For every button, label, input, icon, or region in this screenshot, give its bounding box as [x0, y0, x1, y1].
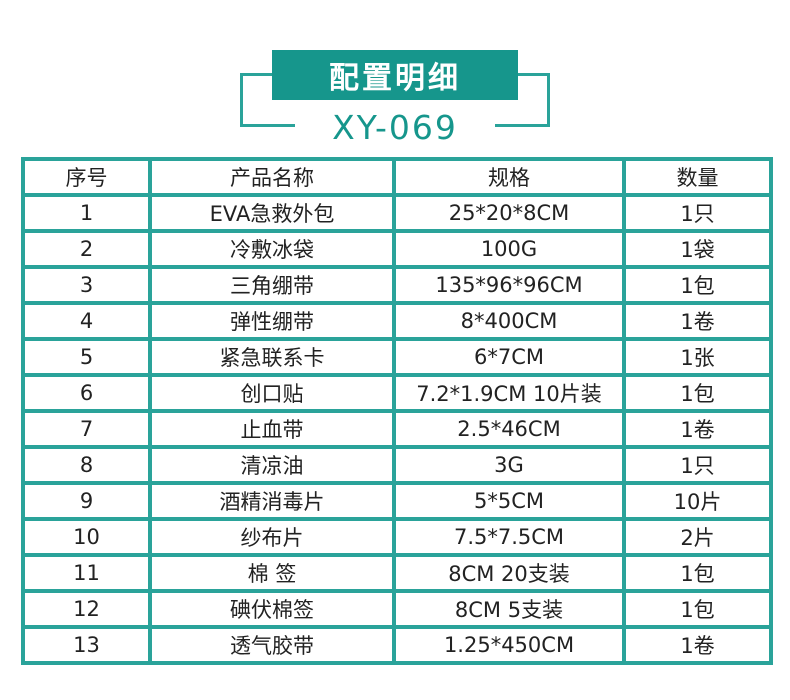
product-name-cell: 棉 签 [148, 553, 396, 593]
table-row: 13 透气胶带 1.25*450CM 1卷 [21, 625, 773, 665]
spec-cell: 1.25*450CM [392, 625, 626, 665]
table-row: 4 弹性绷带 8*400CM 1卷 [21, 301, 773, 341]
quantity-cell: 1包 [622, 373, 773, 413]
table-row: 8 清凉油 3G 1只 [21, 445, 773, 485]
table-row: 6 创口贴 7.2*1.9CM 10片装 1包 [21, 373, 773, 413]
table-row: 5 紧急联系卡 6*7CM 1张 [21, 337, 773, 377]
spec-cell: 5*5CM [392, 481, 626, 521]
row-index-cell: 4 [21, 301, 152, 341]
row-index-cell: 8 [21, 445, 152, 485]
table-row: 12 碘伏棉签 8CM 5支装 1包 [21, 589, 773, 629]
spec-cell: 135*96*96CM [392, 265, 626, 305]
row-index-cell: 2 [21, 229, 152, 269]
spec-table: 序号 产品名称 规格 数量 1 EVA急救外包 25*20*8CM 1只 2 冷敷冰袋 10… [21, 157, 773, 665]
spec-cell: 25*20*8CM [392, 193, 626, 233]
spec-cell: 7.5*7.5CM [392, 517, 626, 557]
row-index-cell: 6 [21, 373, 152, 413]
quantity-cell: 10片 [622, 481, 773, 521]
quantity-cell: 1包 [622, 589, 773, 629]
quantity-cell: 2片 [622, 517, 773, 557]
frame-right [547, 73, 550, 127]
table-header-row: 序号 产品名称 规格 数量 [21, 157, 773, 197]
frame-left [240, 73, 243, 127]
product-name-cell: 透气胶带 [148, 625, 396, 665]
row-index-cell: 12 [21, 589, 152, 629]
table-row: 1 EVA急救外包 25*20*8CM 1只 [21, 193, 773, 233]
table-row: 11 棉 签 8CM 20支装 1包 [21, 553, 773, 593]
spec-cell: 100G [392, 229, 626, 269]
spec-cell: 6*7CM [392, 337, 626, 377]
spec-cell: 8CM 20支装 [392, 553, 626, 593]
model-number: XY-069 [332, 107, 458, 147]
product-name-cell: 纱布片 [148, 517, 396, 557]
product-name-cell: 三角绷带 [148, 265, 396, 305]
frame-top-right [518, 73, 550, 76]
header: 配置明细 XY-069 [0, 0, 790, 150]
column-header-product: 产品名称 [148, 157, 396, 197]
product-name-cell: 清凉油 [148, 445, 396, 485]
quantity-cell: 1卷 [622, 301, 773, 341]
product-name-cell: EVA急救外包 [148, 193, 396, 233]
column-header-quantity: 数量 [622, 157, 773, 197]
row-index-cell: 7 [21, 409, 152, 449]
row-index-cell: 9 [21, 481, 152, 521]
page-title: 配置明细 [272, 50, 518, 100]
frame-bottom-left [240, 124, 295, 127]
row-index-cell: 11 [21, 553, 152, 593]
quantity-cell: 1卷 [622, 409, 773, 449]
product-name-cell: 紧急联系卡 [148, 337, 396, 377]
spec-cell: 3G [392, 445, 626, 485]
quantity-cell: 1包 [622, 553, 773, 593]
product-name-cell: 酒精消毒片 [148, 481, 396, 521]
table-row: 2 冷敷冰袋 100G 1袋 [21, 229, 773, 269]
frame-top-left [240, 73, 272, 76]
product-name-cell: 冷敷冰袋 [148, 229, 396, 269]
product-name-cell: 弹性绷带 [148, 301, 396, 341]
column-header-index: 序号 [21, 157, 152, 197]
spec-cell: 8*400CM [392, 301, 626, 341]
quantity-cell: 1只 [622, 445, 773, 485]
quantity-cell: 1张 [622, 337, 773, 377]
row-index-cell: 5 [21, 337, 152, 377]
product-name-cell: 碘伏棉签 [148, 589, 396, 629]
frame-bottom-right [495, 124, 550, 127]
spec-cell: 8CM 5支装 [392, 589, 626, 629]
row-index-cell: 10 [21, 517, 152, 557]
product-name-cell: 止血带 [148, 409, 396, 449]
quantity-cell: 1只 [622, 193, 773, 233]
table-body: 1 EVA急救外包 25*20*8CM 1只 2 冷敷冰袋 100G 1袋 3 三角绷带 135*9… [21, 193, 773, 665]
table-row: 10 纱布片 7.5*7.5CM 2片 [21, 517, 773, 557]
spec-cell: 2.5*46CM [392, 409, 626, 449]
product-name-cell: 创口贴 [148, 373, 396, 413]
table-row: 3 三角绷带 135*96*96CM 1包 [21, 265, 773, 305]
row-index-cell: 13 [21, 625, 152, 665]
column-header-spec: 规格 [392, 157, 626, 197]
table-row: 7 止血带 2.5*46CM 1卷 [21, 409, 773, 449]
spec-cell: 7.2*1.9CM 10片装 [392, 373, 626, 413]
quantity-cell: 1卷 [622, 625, 773, 665]
row-index-cell: 1 [21, 193, 152, 233]
quantity-cell: 1袋 [622, 229, 773, 269]
table-row: 9 酒精消毒片 5*5CM 10片 [21, 481, 773, 521]
quantity-cell: 1包 [622, 265, 773, 305]
row-index-cell: 3 [21, 265, 152, 305]
